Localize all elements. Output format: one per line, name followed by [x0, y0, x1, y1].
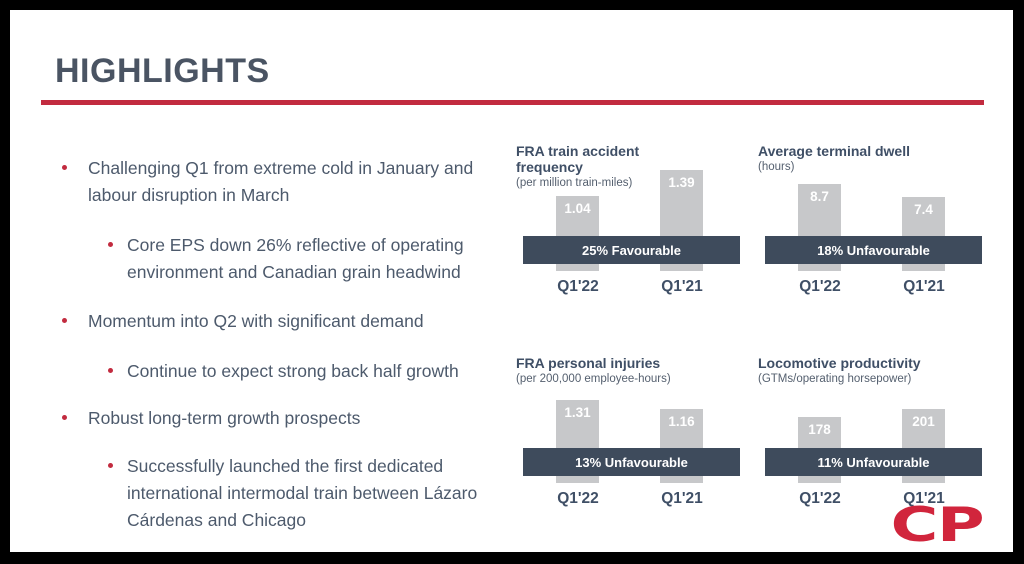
bar-value-label: 201 — [912, 414, 935, 429]
slide: HIGHLIGHTS Challenging Q1 from extreme c… — [10, 10, 1013, 552]
kpi-chart-average-terminal-dwell: Average terminal dwell (hours) 8.7 7.4 1… — [758, 143, 990, 313]
chart-title: Locomotive productivity — [758, 355, 921, 371]
bullet-text: Robust long-term growth prospects — [88, 408, 361, 428]
cp-logo: CP — [890, 497, 984, 553]
chart-subtitle: (GTMs/operating horsepower) — [758, 373, 912, 385]
x-axis-label: Q1'21 — [903, 278, 945, 295]
chart-plot: 178 201 11% Unfavourable Q1'22 Q1'21 — [765, 378, 982, 507]
bar-value-label: 1.16 — [668, 414, 695, 429]
chart-title: Average terminal dwell — [758, 143, 910, 159]
bar-value-label: 178 — [808, 422, 831, 437]
bullet-text: Continue to expect strong back half grow… — [127, 361, 459, 381]
comparison-band: 25% Favourable — [523, 236, 740, 264]
bullet-text: Core EPS down 26% reflective of operatin… — [127, 235, 464, 282]
bullet-dot-icon — [62, 165, 67, 170]
chart-subtitle: (hours) — [758, 161, 795, 173]
x-axis-label: Q1'21 — [903, 490, 945, 507]
bullet-text: Challenging Q1 from extreme cold in Janu… — [88, 158, 474, 205]
x-axis-label: Q1'22 — [557, 490, 599, 507]
bar-value-label: 8.7 — [810, 189, 829, 204]
x-axis-label: Q1'22 — [557, 278, 599, 295]
bar-value-label: 1.04 — [564, 201, 591, 216]
bar-value-label: 7.4 — [914, 202, 933, 217]
x-axis-label: Q1'21 — [661, 490, 703, 507]
title-rule — [41, 100, 984, 105]
page-title: HIGHLIGHTS — [55, 52, 270, 90]
bullet-dot-icon — [108, 463, 113, 468]
bullet-item: Momentum into Q2 with significant demand — [62, 308, 512, 335]
comparison-band-label: 13% Unfavourable — [575, 454, 688, 470]
bullet-dot-icon — [108, 242, 113, 247]
bullet-text: Successfully launched the first dedicate… — [127, 456, 478, 530]
kpi-chart-fra-train-accident-frequency: FRA train accident frequency (per millio… — [516, 143, 748, 313]
chart-title: FRA personal injuries — [516, 355, 661, 371]
sub-bullet-item: Continue to expect strong back half grow… — [108, 358, 500, 385]
chart-subtitle: (per million train-miles) — [516, 177, 633, 189]
bullet-dot-icon — [62, 415, 67, 420]
kpi-chart-locomotive-productivity: Locomotive productivity (GTMs/operating … — [758, 355, 990, 525]
comparison-band-label: 11% Unfavourable — [817, 454, 930, 470]
bullet-dot-icon — [62, 318, 67, 323]
bullet-text: Momentum into Q2 with significant demand — [88, 311, 424, 331]
chart-plot: 1.04 1.39 25% Favourable Q1'22 Q1'21 — [523, 166, 740, 295]
comparison-band: 13% Unfavourable — [523, 448, 740, 476]
sub-bullet-item: Core EPS down 26% reflective of operatin… — [108, 232, 500, 286]
comparison-band: 18% Unfavourable — [765, 236, 982, 264]
x-axis-label: Q1'22 — [799, 278, 841, 295]
bullet-dot-icon — [108, 368, 113, 373]
x-axis-label: Q1'22 — [799, 490, 841, 507]
bar-value-label: 1.39 — [668, 175, 695, 190]
sub-bullet-item: Successfully launched the first dedicate… — [108, 453, 500, 534]
chart-plot: 8.7 7.4 18% Unfavourable Q1'22 Q1'21 — [765, 166, 982, 295]
kpi-chart-fra-personal-injuries: FRA personal injuries (per 200,000 emplo… — [516, 355, 748, 525]
bullet-item: Challenging Q1 from extreme cold in Janu… — [62, 155, 512, 209]
chart-title: FRA train accident frequency — [516, 143, 640, 175]
chart-subtitle: (per 200,000 employee-hours) — [516, 373, 671, 385]
bar-value-label: 1.31 — [564, 405, 591, 420]
comparison-band: 11% Unfavourable — [765, 448, 982, 476]
comparison-band-label: 18% Unfavourable — [817, 242, 930, 258]
bullet-item: Robust long-term growth prospects — [62, 405, 512, 432]
comparison-band-label: 25% Favourable — [582, 242, 681, 258]
chart-plot: 1.31 1.16 13% Unfavourable Q1'22 Q1'21 — [523, 378, 740, 507]
x-axis-label: Q1'21 — [661, 278, 703, 295]
